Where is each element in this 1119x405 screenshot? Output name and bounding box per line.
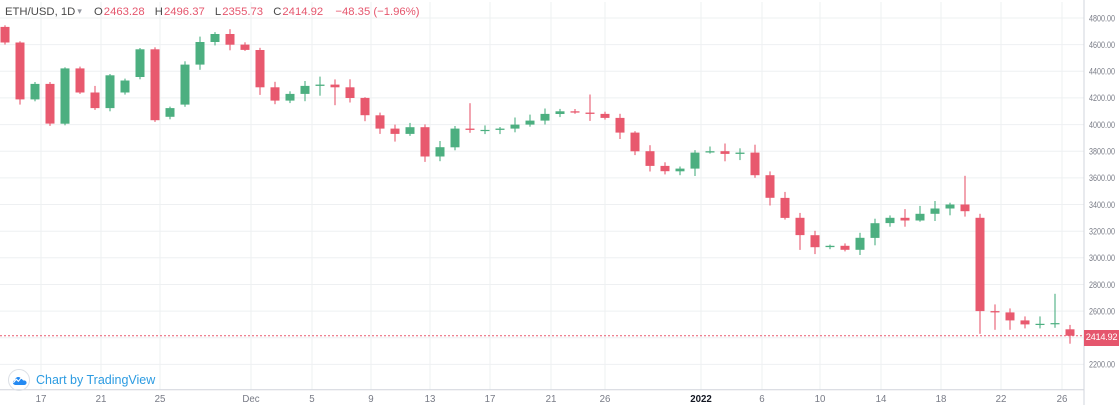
svg-text:10: 10 bbox=[815, 394, 826, 405]
svg-text:2022: 2022 bbox=[690, 394, 712, 405]
svg-text:6: 6 bbox=[759, 394, 764, 405]
svg-text:3200.00: 3200.00 bbox=[1089, 227, 1115, 237]
svg-text:26: 26 bbox=[600, 394, 611, 405]
svg-text:4000.00: 4000.00 bbox=[1089, 120, 1115, 130]
svg-text:4400.00: 4400.00 bbox=[1089, 67, 1115, 77]
svg-text:2800.00: 2800.00 bbox=[1089, 280, 1115, 290]
svg-text:21: 21 bbox=[546, 394, 557, 405]
svg-text:25: 25 bbox=[155, 394, 166, 405]
svg-text:9: 9 bbox=[368, 394, 373, 405]
svg-text:3600.00: 3600.00 bbox=[1089, 173, 1115, 183]
svg-text:17: 17 bbox=[485, 394, 496, 405]
svg-text:3000.00: 3000.00 bbox=[1089, 253, 1115, 263]
svg-text:Dec: Dec bbox=[242, 394, 259, 405]
svg-text:26: 26 bbox=[1057, 394, 1068, 405]
svg-text:2600.00: 2600.00 bbox=[1089, 306, 1115, 316]
svg-text:17: 17 bbox=[36, 394, 47, 405]
svg-text:2200.00: 2200.00 bbox=[1089, 360, 1115, 370]
svg-text:3400.00: 3400.00 bbox=[1089, 200, 1115, 210]
svg-text:5: 5 bbox=[309, 394, 314, 405]
svg-text:22: 22 bbox=[996, 394, 1007, 405]
svg-text:4600.00: 4600.00 bbox=[1089, 40, 1115, 50]
svg-text:18: 18 bbox=[936, 394, 947, 405]
svg-text:21: 21 bbox=[96, 394, 107, 405]
svg-text:3800.00: 3800.00 bbox=[1089, 147, 1115, 157]
svg-text:13: 13 bbox=[425, 394, 436, 405]
svg-text:4200.00: 4200.00 bbox=[1089, 93, 1115, 103]
svg-text:14: 14 bbox=[876, 394, 887, 405]
svg-text:4800.00: 4800.00 bbox=[1089, 13, 1115, 23]
